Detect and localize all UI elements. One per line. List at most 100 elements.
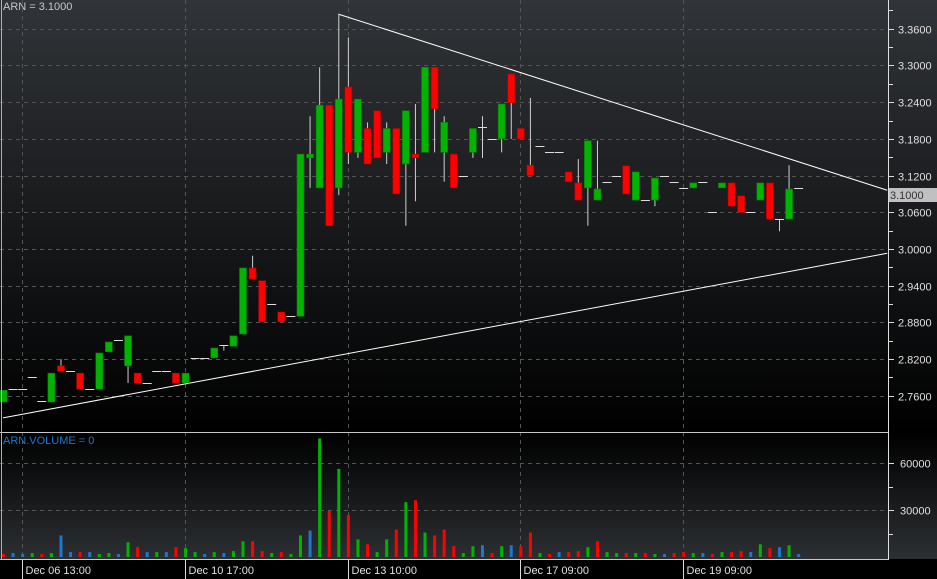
candle	[239, 267, 247, 335]
volume-bar	[548, 554, 552, 557]
volume-bar	[672, 553, 676, 557]
volume-bar	[107, 553, 111, 557]
candle	[421, 67, 429, 153]
volume-bar	[481, 545, 484, 557]
candle	[526, 97, 535, 176]
time-tick-label: Dec 13 10:00	[352, 565, 417, 577]
volume-bar	[318, 438, 322, 557]
volume-bar	[653, 554, 657, 557]
volume-bar	[88, 552, 92, 557]
candle	[622, 165, 631, 195]
candle-body	[564, 171, 573, 183]
volume-bar	[682, 552, 686, 557]
trendline[interactable]	[2, 252, 888, 419]
candle	[57, 359, 65, 372]
volume-bar	[145, 552, 149, 557]
candle	[718, 182, 726, 189]
volume-bar	[193, 552, 197, 557]
volume-bar	[500, 546, 504, 557]
volume-bar	[164, 552, 168, 557]
volume-bar	[69, 552, 73, 557]
volume-bar	[586, 547, 590, 557]
last-price-label: 3.1000	[890, 190, 924, 202]
volume-label: ARN.VOLUME = 0	[3, 435, 94, 447]
candle	[440, 116, 448, 182]
candle	[219, 345, 229, 351]
candle-body	[133, 372, 142, 384]
volume-bar	[567, 552, 571, 557]
volume-bar	[691, 553, 695, 557]
candle-body	[449, 153, 458, 189]
candle-body	[296, 153, 305, 317]
volume-bar	[2, 554, 5, 557]
volume-bar	[270, 553, 274, 557]
candle-body	[210, 347, 219, 359]
candle-body	[497, 103, 506, 140]
volume-bar	[404, 502, 408, 557]
volume-bar	[212, 552, 216, 557]
candle	[277, 311, 286, 323]
candle-body	[766, 182, 774, 220]
volume-pane	[0, 433, 937, 559]
candle-body	[354, 98, 362, 153]
candle	[363, 122, 372, 165]
candle	[651, 177, 659, 207]
volume-bar	[787, 545, 791, 557]
volume-bar	[720, 552, 724, 557]
time-tick-label: Dec 10 17:00	[189, 565, 254, 577]
volume-tick-label: 60000	[900, 459, 931, 471]
candle-body	[593, 188, 602, 201]
price-pane	[0, 0, 937, 432]
volume-bar	[605, 552, 609, 557]
volume-bar	[768, 548, 772, 557]
candle-body	[239, 267, 247, 335]
candle	[564, 171, 573, 183]
volume-bar	[11, 553, 15, 557]
volume-bar	[634, 553, 638, 557]
candle	[766, 182, 774, 220]
candle-body	[306, 153, 314, 159]
volume-bar	[356, 539, 360, 557]
volume-bar	[155, 552, 159, 557]
candle-body	[95, 352, 104, 390]
volume-bar	[394, 529, 398, 557]
volume-bar	[471, 546, 475, 557]
candle-body	[277, 311, 286, 323]
candle	[574, 159, 583, 201]
candle-body	[411, 153, 420, 159]
candle-body	[785, 188, 793, 220]
candle	[593, 140, 602, 201]
volume-bar	[701, 553, 705, 557]
candle	[47, 372, 56, 403]
symbol-label: ARN = 3.1000	[3, 1, 72, 13]
candle-body	[526, 164, 535, 176]
volume-bar	[509, 545, 513, 557]
volume-bar	[251, 541, 255, 557]
price-tick-label: 3.2400	[898, 98, 932, 110]
volume-bar	[260, 551, 264, 557]
candle	[756, 182, 765, 201]
volume-bar	[241, 541, 245, 557]
price-tick-label: 3.0600	[898, 208, 932, 220]
volume-bar	[385, 539, 389, 557]
candle	[689, 182, 698, 189]
candle-body	[325, 104, 334, 227]
volume-bar	[30, 553, 34, 557]
time-tick-label: Dec 19 09:00	[687, 565, 752, 577]
time-tick-label: Dec 06 13:00	[26, 565, 91, 577]
candle	[430, 67, 439, 153]
candle-body	[181, 372, 190, 384]
price-tick-label: 2.9400	[898, 282, 932, 294]
candle-body	[718, 182, 726, 189]
price-tick-label: 2.8200	[898, 355, 932, 367]
trendline[interactable]	[338, 13, 888, 191]
last-price-marker	[889, 188, 937, 202]
candle	[306, 116, 314, 188]
candle	[296, 153, 305, 317]
volume-bar	[21, 554, 25, 557]
candle-body	[229, 335, 238, 347]
candle-body	[392, 128, 401, 195]
candle	[315, 67, 324, 189]
volume-bar	[375, 552, 379, 557]
